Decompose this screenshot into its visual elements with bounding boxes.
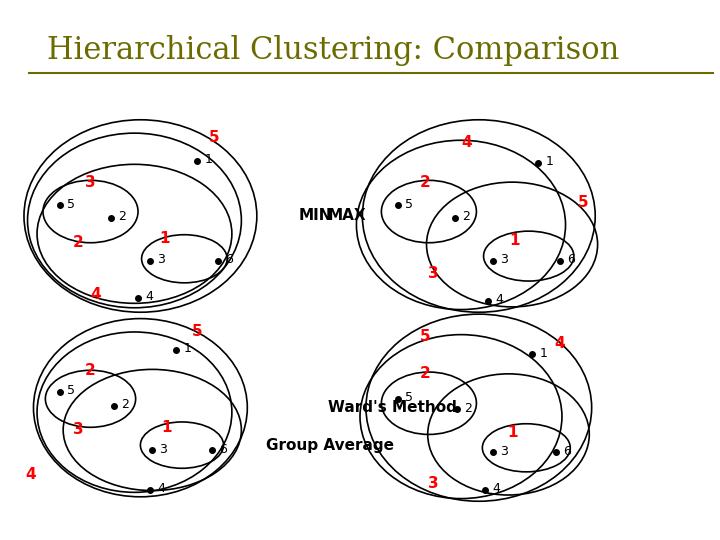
- Text: 5: 5: [67, 384, 75, 397]
- Text: 2: 2: [118, 210, 126, 223]
- Text: 5: 5: [578, 195, 589, 210]
- Text: 2: 2: [85, 363, 96, 378]
- Text: 2: 2: [73, 235, 84, 250]
- Text: MIN: MIN: [299, 208, 333, 224]
- Text: Hierarchical Clustering: Comparison: Hierarchical Clustering: Comparison: [47, 35, 619, 66]
- Text: 6: 6: [225, 253, 233, 266]
- Text: 3: 3: [428, 476, 439, 491]
- Text: Group Average: Group Average: [266, 438, 395, 453]
- Text: 6: 6: [219, 443, 227, 456]
- Text: 5: 5: [67, 198, 75, 211]
- Text: 4: 4: [145, 291, 153, 303]
- Text: Ward's Method: Ward's Method: [328, 400, 456, 415]
- Text: 5: 5: [209, 130, 220, 145]
- Text: 1: 1: [507, 425, 517, 440]
- Text: 2: 2: [122, 399, 130, 411]
- Text: 3: 3: [500, 253, 508, 266]
- Text: 2: 2: [462, 210, 470, 223]
- Text: 2: 2: [464, 402, 472, 415]
- Text: 5: 5: [192, 325, 203, 340]
- Text: 3: 3: [500, 444, 508, 458]
- Text: 5: 5: [405, 198, 413, 211]
- Text: 3: 3: [73, 422, 84, 437]
- Text: 4: 4: [462, 136, 472, 151]
- Text: 4: 4: [495, 293, 503, 306]
- Text: 3: 3: [160, 443, 167, 456]
- Text: 1: 1: [204, 153, 212, 166]
- Text: 6: 6: [567, 253, 575, 266]
- Text: 3: 3: [428, 266, 439, 281]
- Text: 5: 5: [420, 329, 431, 344]
- Text: 5: 5: [405, 391, 413, 404]
- Text: 1: 1: [161, 420, 172, 435]
- Text: 1: 1: [183, 342, 191, 355]
- Text: MAX: MAX: [328, 208, 366, 224]
- Text: 1: 1: [509, 233, 520, 248]
- Text: 4: 4: [157, 482, 165, 495]
- Text: 4: 4: [492, 482, 500, 495]
- Text: 1: 1: [546, 155, 553, 168]
- Text: 1: 1: [159, 231, 169, 246]
- Text: 4: 4: [554, 336, 565, 351]
- Text: 2: 2: [420, 174, 431, 190]
- Text: 4: 4: [90, 287, 101, 302]
- Text: 6: 6: [563, 444, 571, 458]
- Text: 3: 3: [85, 174, 96, 190]
- Text: 4: 4: [26, 467, 37, 482]
- Text: 3: 3: [157, 253, 165, 266]
- Text: 1: 1: [539, 347, 547, 360]
- Text: 2: 2: [420, 366, 431, 381]
